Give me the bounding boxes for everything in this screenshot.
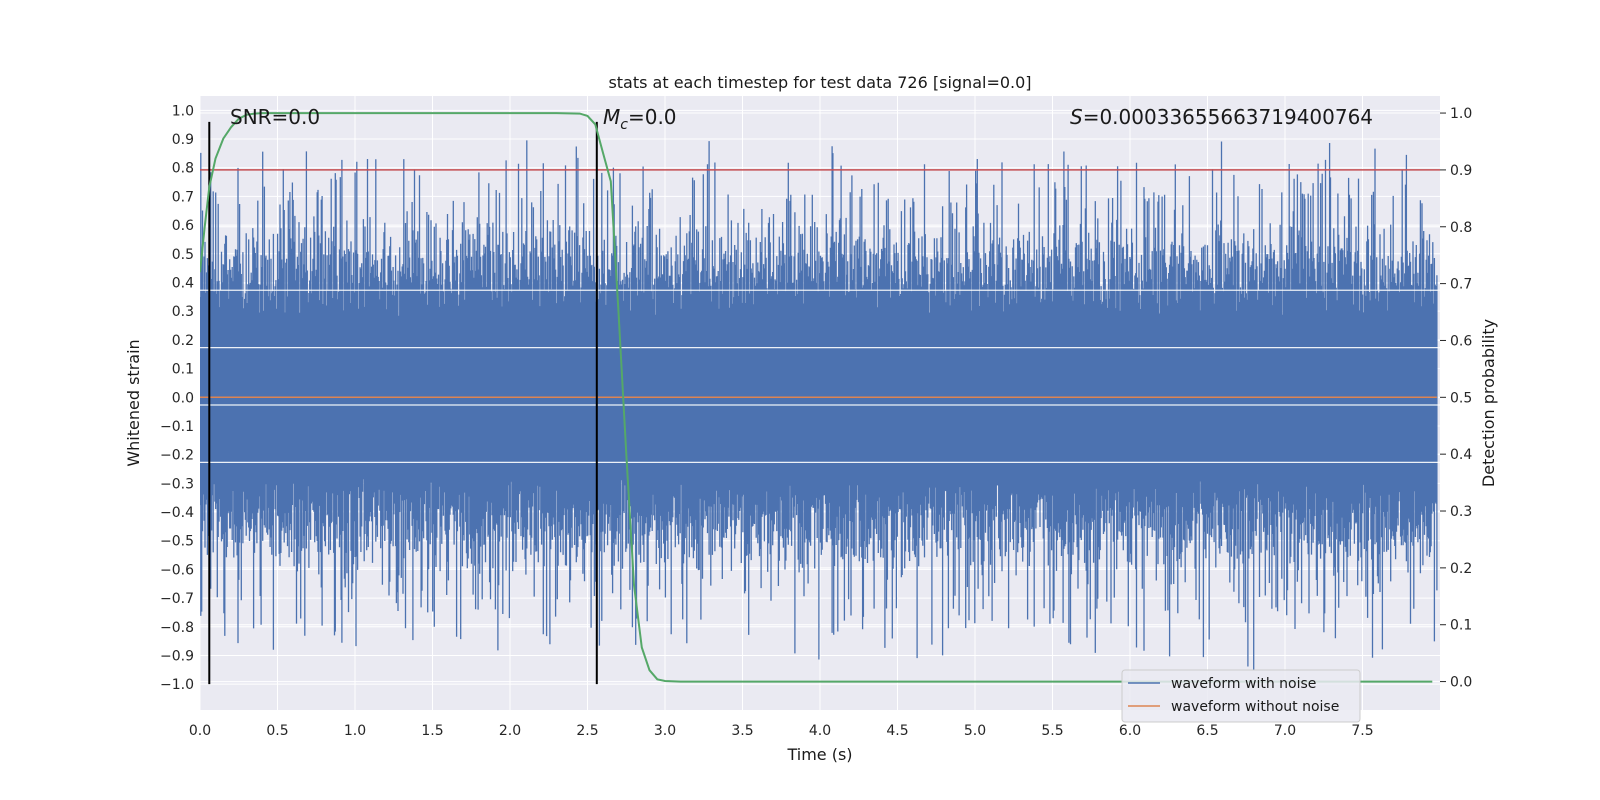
y-left-tick-label: −0.6 xyxy=(160,562,194,578)
legend-label-clean: waveform without noise xyxy=(1171,699,1339,715)
x-tick-label: 3.5 xyxy=(731,723,753,739)
y-left-tick-label: 0.5 xyxy=(172,247,194,263)
x-tick-label: 7.0 xyxy=(1274,723,1296,739)
y-left-tick-label: 0.3 xyxy=(172,304,194,320)
detection-probability-line xyxy=(200,112,1433,683)
chirp-mass-value: =0.0 xyxy=(628,105,677,129)
x-tick-label: 1.0 xyxy=(344,723,366,739)
chirp-mass-annotation: Mc=0.0 xyxy=(603,105,677,133)
y-left-tick-label: −0.7 xyxy=(160,591,194,607)
y-right-tick-label: 0.2 xyxy=(1450,561,1472,577)
y-left-tick-label: 0.0 xyxy=(172,390,194,406)
y-left-tick-label: 0.4 xyxy=(172,275,194,291)
y-left-tick-label: −0.4 xyxy=(160,505,194,521)
legend-box xyxy=(1121,669,1361,723)
y-right-tick-label: 1.0 xyxy=(1450,106,1472,122)
x-tick-label: 4.0 xyxy=(809,723,831,739)
x-tick-label: 3.0 xyxy=(654,723,676,739)
y-right-tick-label: 0.8 xyxy=(1450,220,1472,236)
x-tick-label: 5.5 xyxy=(1041,723,1063,739)
x-tick-label: 2.5 xyxy=(576,723,598,739)
legend-label-noise: waveform with noise xyxy=(1171,676,1316,692)
y-right-tick-label: 0.3 xyxy=(1450,504,1472,520)
y-right-tick-label: 0.1 xyxy=(1450,618,1472,634)
snr-annotation: SNR=0.0 xyxy=(230,105,320,129)
y-right-axis-ticks: 1.0 0.9 0.8 0.7 0.6 0.5 0.4 0.3 0.2 0.1 0.0 xyxy=(1440,106,1472,691)
chart-title: stats at each timestep for test data 726… xyxy=(608,73,1031,92)
x-tick-label: 4.5 xyxy=(886,723,908,739)
statistic-annotation: S=0.00033655663719400764 xyxy=(1070,105,1373,129)
x-tick-label: 2.0 xyxy=(499,723,521,739)
y-left-tick-label: −0.1 xyxy=(160,419,194,435)
y-left-tick-label: −0.3 xyxy=(160,476,194,492)
chirp-mass-subscript: c xyxy=(620,117,628,133)
statistic-symbol: S xyxy=(1070,105,1083,129)
y-right-tick-label: 0.4 xyxy=(1450,447,1472,463)
x-axis-label: Time (s) xyxy=(786,745,852,764)
y-right-tick-label: 0.9 xyxy=(1450,163,1472,179)
x-axis-ticks: 0.0 0.5 1.0 1.5 2.0 2.5 3.0 3.5 4.0 4.5 5.0 5.5 6.0 6… xyxy=(189,723,1374,739)
y-right-tick-label: 0.0 xyxy=(1450,675,1472,691)
y-left-tick-label: −0.2 xyxy=(160,448,194,464)
x-tick-label: 1.5 xyxy=(421,723,443,739)
x-tick-label: 0.5 xyxy=(266,723,288,739)
y-left-tick-label: −0.5 xyxy=(160,534,194,550)
y-left-axis-label: Whitened strain xyxy=(124,339,143,466)
x-tick-label: 7.5 xyxy=(1351,723,1373,739)
noisy-waveform-core xyxy=(200,339,1437,461)
series-layer xyxy=(200,112,1440,685)
x-tick-label: 6.0 xyxy=(1119,723,1141,739)
y-left-tick-label: −0.8 xyxy=(160,620,194,636)
y-left-tick-label: 0.6 xyxy=(172,218,194,234)
y-left-tick-label: −0.9 xyxy=(160,648,194,664)
y-left-tick-label: 0.9 xyxy=(172,132,194,148)
x-tick-label: 0.0 xyxy=(189,723,211,739)
y-left-axis-ticks: 1.0 0.9 0.8 0.7 0.6 0.5 0.4 0.3 0.2 0.1 0.0 −0.1 −0.… xyxy=(160,103,194,693)
y-right-tick-label: 0.6 xyxy=(1450,333,1472,349)
y-left-tick-label: 1.0 xyxy=(172,103,194,119)
x-tick-label: 6.5 xyxy=(1196,723,1218,739)
y-right-axis-label: Detection probability xyxy=(1479,319,1498,487)
y-left-tick-label: 0.1 xyxy=(172,362,194,378)
y-left-tick-label: 0.7 xyxy=(172,189,194,205)
y-right-tick-label: 0.7 xyxy=(1450,277,1472,293)
y-left-tick-label: −1.0 xyxy=(160,677,194,693)
chirp-mass-symbol: M xyxy=(603,105,620,129)
x-tick-label: 5.0 xyxy=(964,723,986,739)
statistic-value: =0.00033655663719400764 xyxy=(1083,105,1373,129)
y-left-tick-label: 0.2 xyxy=(172,333,194,349)
legend: waveform with noise waveform without noi… xyxy=(1121,669,1361,723)
y-left-tick-label: 0.8 xyxy=(172,161,194,177)
y-right-tick-label: 0.5 xyxy=(1450,390,1472,406)
